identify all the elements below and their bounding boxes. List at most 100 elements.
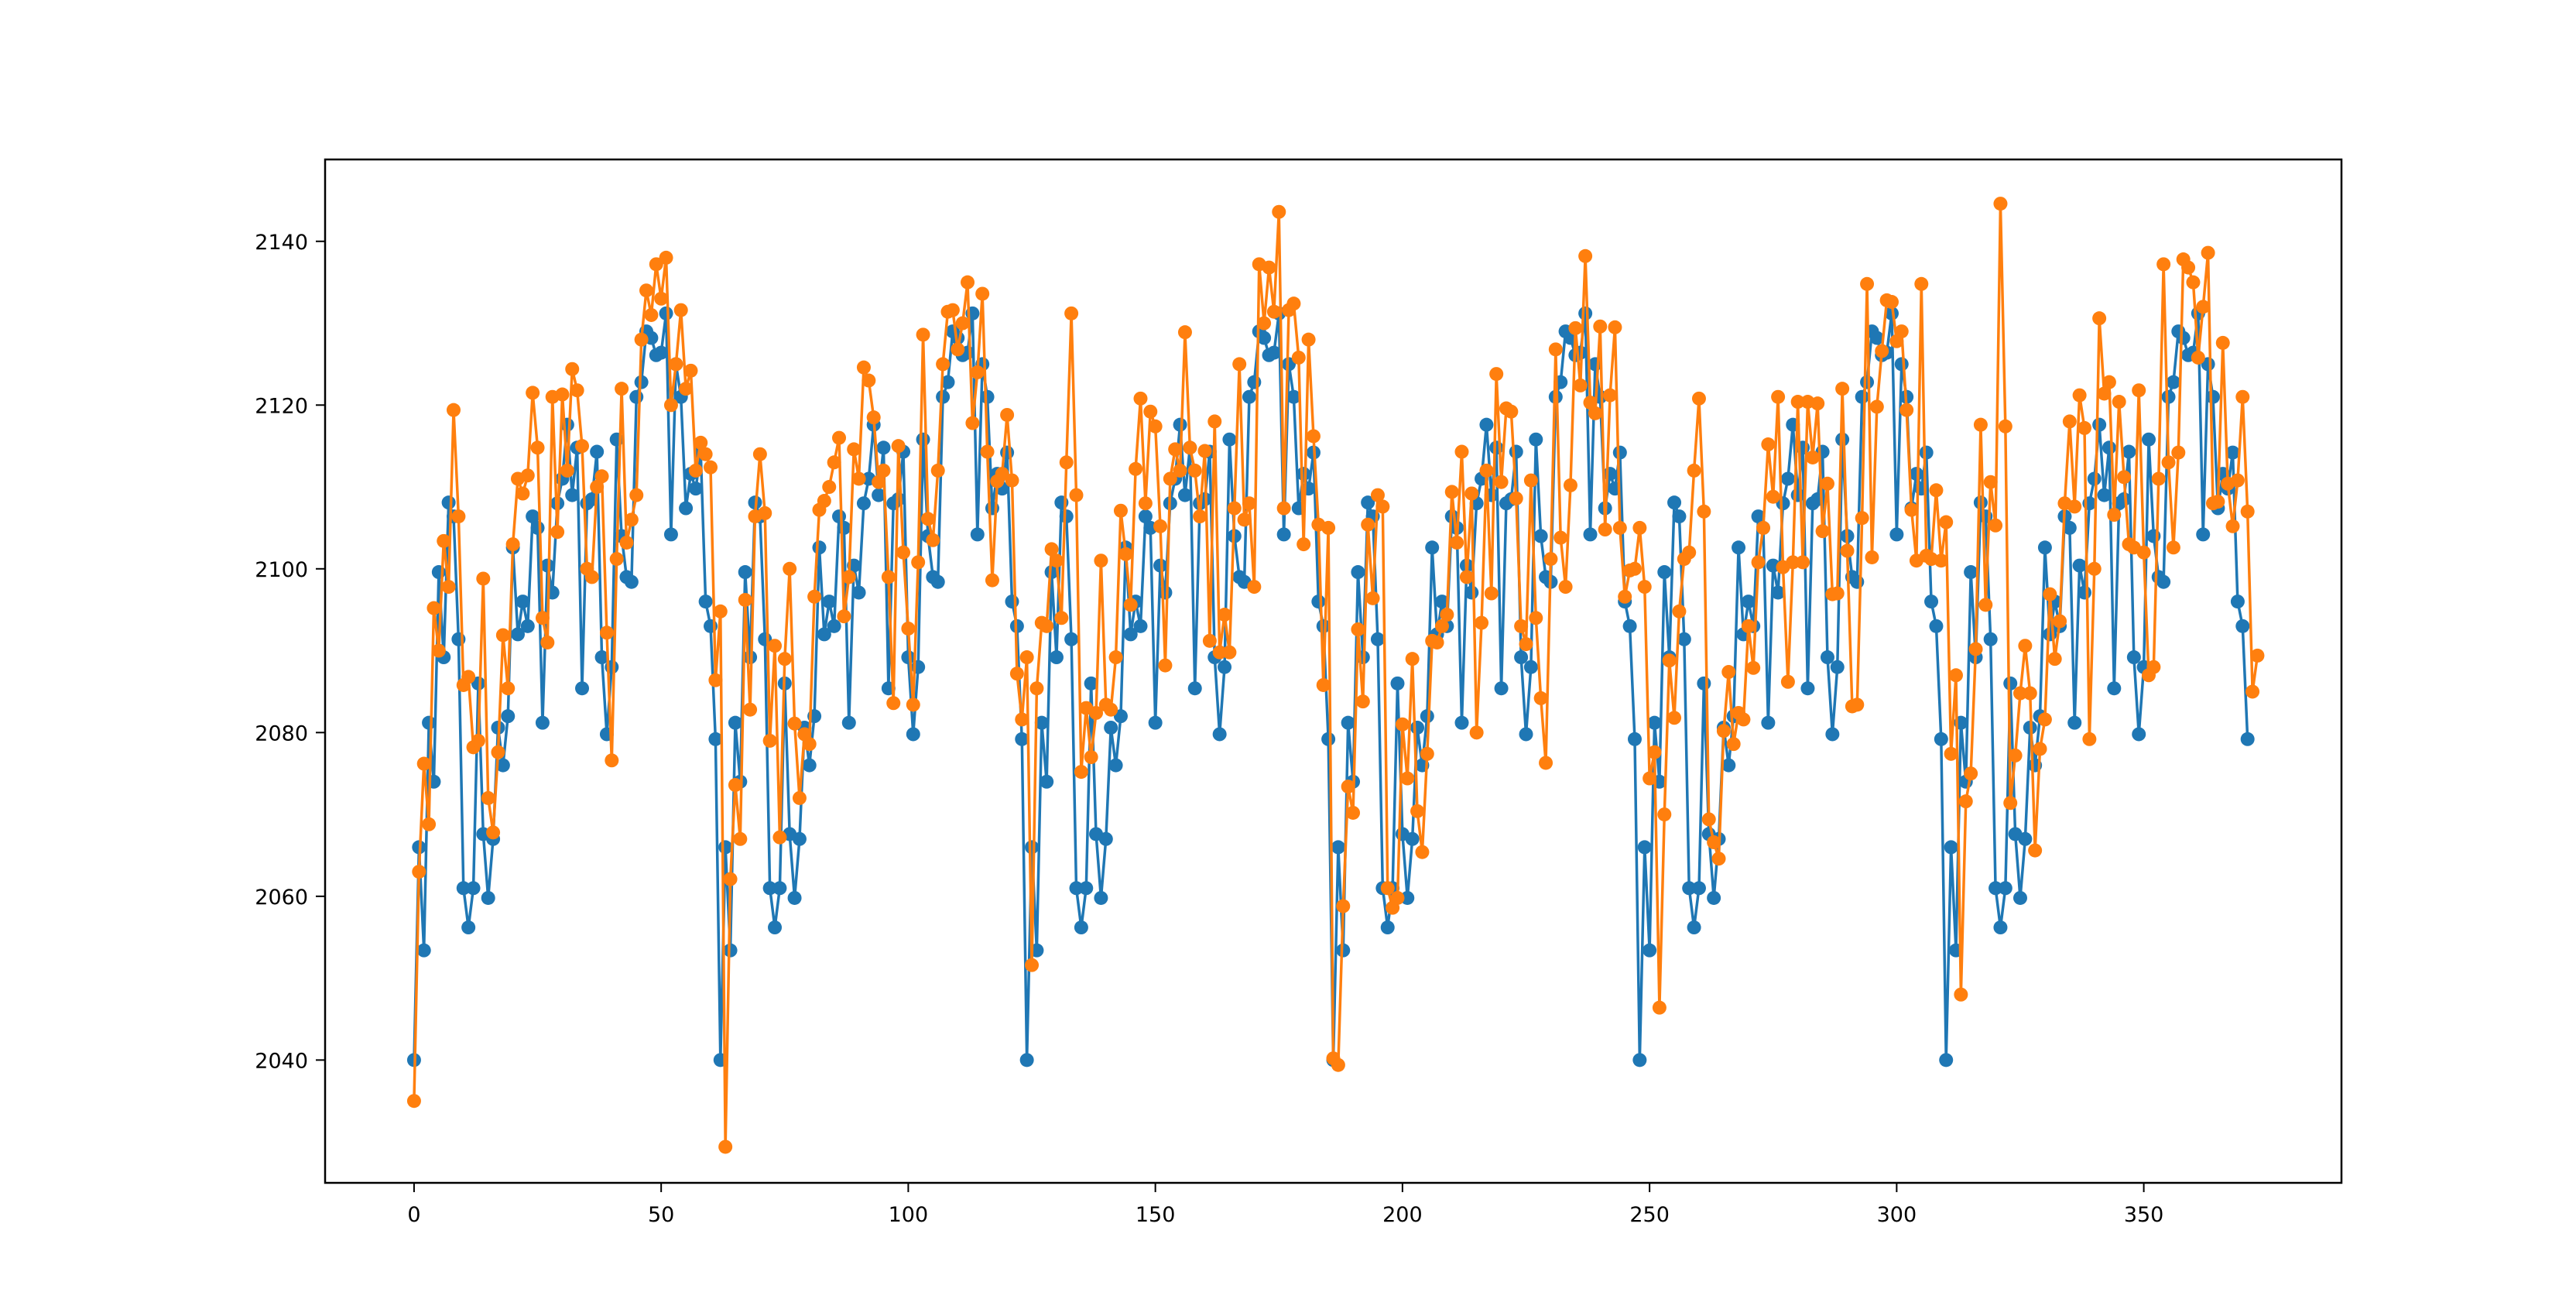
data-point (1410, 804, 1425, 818)
data-point (1632, 1053, 1647, 1068)
data-point (708, 673, 723, 687)
data-point (1064, 632, 1079, 646)
data-point (1242, 389, 1256, 404)
data-point (1677, 632, 1691, 646)
data-point (1153, 519, 1168, 533)
data-point (1212, 645, 1227, 660)
data-point (2008, 748, 2023, 763)
data-point (1173, 417, 1187, 432)
data-point (461, 670, 476, 684)
data-point (1563, 478, 1577, 492)
data-point (422, 715, 437, 730)
data-point (2201, 245, 2215, 260)
data-point (1237, 512, 1252, 527)
data-point (1118, 547, 1133, 561)
data-point (1989, 518, 2003, 533)
data-point (762, 881, 777, 896)
data-point (1568, 320, 1583, 335)
data-point (901, 622, 916, 636)
data-point (713, 604, 728, 619)
data-point (1751, 509, 1766, 524)
data-point (1904, 502, 1919, 517)
data-point (1608, 320, 1622, 334)
data-point (1964, 565, 1978, 580)
data-point (1187, 463, 1202, 478)
data-point (1405, 831, 1420, 846)
data-point (624, 512, 639, 527)
data-point (2112, 395, 2126, 410)
data-point (1672, 604, 1687, 619)
data-point (1440, 608, 1454, 622)
data-point (501, 681, 516, 696)
data-point (2087, 561, 2102, 576)
data-point (2230, 473, 2245, 488)
data-point (936, 389, 951, 404)
data-point (654, 345, 669, 360)
data-point (590, 480, 605, 495)
data-point (777, 652, 792, 667)
data-point (1909, 467, 1923, 482)
data-point (456, 881, 471, 896)
data-point (738, 565, 752, 580)
data-point (2181, 260, 2196, 275)
data-point (1958, 794, 1973, 809)
data-point (1034, 715, 1049, 730)
data-point (1998, 419, 2012, 434)
data-point (1123, 598, 1138, 612)
data-point (1780, 471, 1795, 486)
data-point (2047, 652, 2062, 667)
data-point (1741, 619, 1756, 633)
data-point (1519, 727, 1533, 742)
data-point (1222, 432, 1237, 447)
data-point (1489, 367, 1504, 382)
data-point (1553, 530, 1568, 545)
data-point (1588, 406, 1602, 420)
data-point (1351, 565, 1365, 580)
data-point (1218, 660, 1232, 674)
data-point (2156, 257, 2171, 272)
data-point (1523, 660, 1538, 674)
data-point (1089, 705, 1104, 720)
data-point (1598, 523, 1612, 537)
data-point (1973, 417, 1988, 432)
data-point (1104, 720, 1118, 735)
data-point (2196, 300, 2211, 314)
data-point (1148, 715, 1163, 730)
data-point (2037, 712, 2052, 727)
data-point (1687, 463, 1701, 478)
data-point (1939, 515, 1954, 529)
data-point (2230, 595, 2245, 609)
data-point (802, 737, 817, 752)
data-point (2196, 527, 2211, 542)
data-point (1800, 681, 1815, 696)
x-tick-label: 0 (407, 1203, 420, 1227)
data-point (768, 639, 783, 653)
data-point (2186, 275, 2201, 290)
data-point (1533, 691, 1548, 705)
data-point (2102, 440, 2116, 455)
data-point (698, 595, 713, 609)
data-point (1009, 667, 1024, 681)
data-point (1044, 542, 1059, 557)
data-point (1197, 444, 1212, 458)
data-point (1400, 771, 1415, 786)
data-point (1875, 344, 1889, 358)
data-point (961, 275, 975, 290)
data-point (841, 715, 856, 730)
data-point (1780, 674, 1795, 689)
y-tick-label: 2040 (255, 1049, 308, 1073)
data-point (1104, 702, 1118, 717)
data-point (1459, 570, 1474, 584)
data-point (1475, 615, 1489, 630)
data-point (2171, 445, 2186, 460)
x-tick-label: 100 (889, 1203, 929, 1227)
data-point (1469, 725, 1484, 740)
data-point (505, 537, 520, 552)
data-point (2122, 444, 2136, 459)
data-point (629, 389, 644, 404)
data-point (1316, 619, 1331, 633)
data-point (1079, 881, 1094, 896)
data-point (1454, 715, 1469, 730)
data-point (1420, 746, 1434, 761)
